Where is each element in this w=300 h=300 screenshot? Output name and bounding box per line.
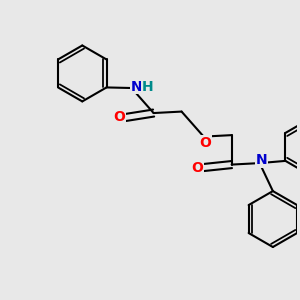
Text: H: H bbox=[142, 80, 154, 94]
Text: N: N bbox=[255, 153, 267, 167]
Text: O: O bbox=[191, 160, 203, 175]
Text: O: O bbox=[113, 110, 125, 124]
Text: N: N bbox=[131, 80, 142, 94]
Text: O: O bbox=[199, 136, 211, 150]
